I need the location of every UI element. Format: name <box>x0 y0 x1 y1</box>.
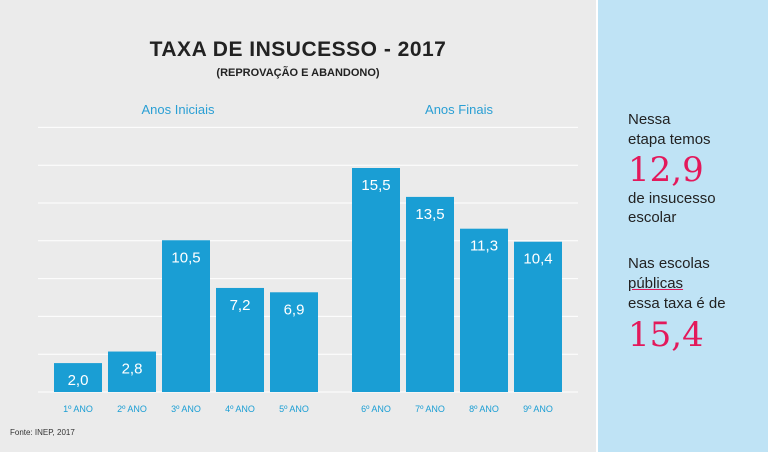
category-label: 3º ANO <box>171 404 201 414</box>
bar-value-label: 2,0 <box>68 372 89 389</box>
side-value-15-4: 15,4 <box>628 315 704 355</box>
bar-5-ano <box>270 292 318 392</box>
side-text-line5: Nas escolas <box>628 255 710 272</box>
bar-value-label: 11,3 <box>470 238 498 255</box>
category-label: 4º ANO <box>225 404 255 414</box>
bar-value-label: 10,5 <box>171 249 200 266</box>
bar-6-ano <box>352 168 400 392</box>
side-text-line3: de insucesso <box>628 190 716 207</box>
side-panel: Nessa etapa temos 12,9 de insucesso esco… <box>596 0 768 452</box>
category-label: 9º ANO <box>523 404 553 414</box>
category-label: 6º ANO <box>361 404 391 414</box>
group-label-anos-iniciais: Anos Iniciais <box>141 102 215 117</box>
bar-4-ano <box>216 287 264 392</box>
category-label: 2º ANO <box>117 404 147 414</box>
chart-panel: TAXA DE INSUCESSO - 2017 (REPROVAÇÃO E A… <box>10 38 578 437</box>
bar-9-ano <box>514 241 562 392</box>
category-label: 8º ANO <box>469 404 499 414</box>
category-label: 5º ANO <box>279 404 309 414</box>
bar-8-ano <box>460 228 508 392</box>
category-label: 7º ANO <box>415 404 445 414</box>
bar-value-label: 7,2 <box>230 297 251 314</box>
side-text-line6: públicas <box>628 275 684 292</box>
bar-3-ano <box>162 240 210 392</box>
bar-7-ano <box>406 196 454 392</box>
bar-chart: 2,0 1º ANO 2,8 2º ANO 10,5 3º ANO 7,2 4º ANO 6,9… <box>38 126 578 414</box>
category-label: 1º ANO <box>63 404 93 414</box>
side-text-line4: escolar <box>628 209 677 226</box>
bar-1-ano <box>54 363 102 392</box>
bar-value-label: 2,8 <box>122 361 143 378</box>
side-text-line7: essa taxa é de <box>628 295 726 312</box>
bar-2-ano <box>108 351 156 392</box>
bar-value-label: 15,5 <box>361 177 390 194</box>
source-note: Fonte: INEP, 2017 <box>10 428 75 437</box>
side-value-12-9: 12,9 <box>628 150 704 190</box>
side-text-line1: Nessa <box>628 111 671 128</box>
bar-value-label: 6,9 <box>284 301 305 318</box>
bar-value-label: 10,4 <box>523 251 552 268</box>
chart-title: TAXA DE INSUCESSO - 2017 <box>149 38 447 61</box>
group-label-anos-finais: Anos Finais <box>425 102 493 117</box>
side-text-line2: etapa temos <box>628 131 711 148</box>
bar-value-label: 13,5 <box>415 206 444 223</box>
chart-subtitle: (REPROVAÇÃO E ABANDONO) <box>216 67 380 79</box>
